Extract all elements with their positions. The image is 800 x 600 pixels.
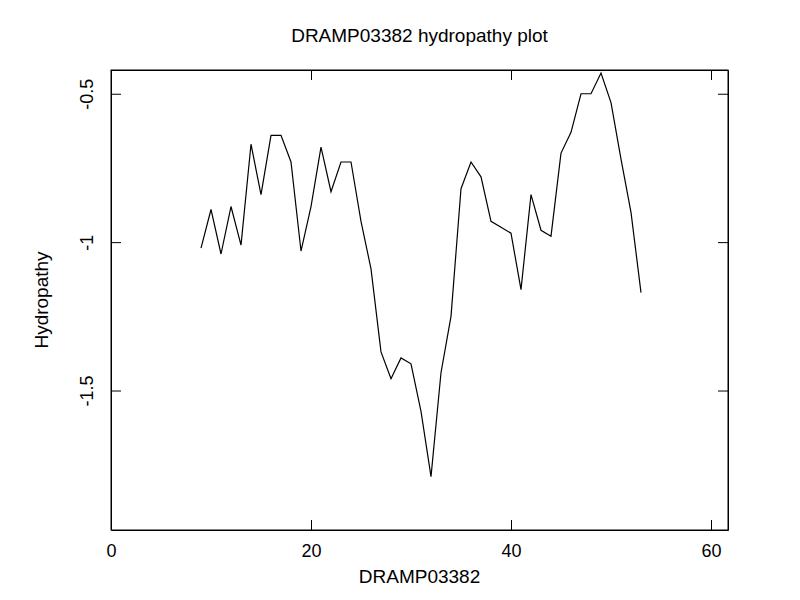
y-tick-mark-right	[718, 242, 728, 243]
x-tick-mark	[511, 520, 512, 530]
x-tick-top	[711, 70, 712, 80]
x-tick: 20	[301, 520, 321, 561]
x-axis: 0 20 40 60	[106, 520, 728, 561]
y-tick-label: -1.5	[77, 376, 97, 407]
x-tick-mark	[711, 520, 712, 530]
y-tick-mark-right	[718, 94, 728, 95]
x-axis-line	[112, 530, 729, 531]
y-axis-right-line	[728, 71, 729, 531]
y-tick-label: -1	[77, 235, 97, 251]
y-tick-mark	[111, 94, 121, 95]
y-axis-right	[718, 71, 729, 531]
y-tick-right	[718, 242, 728, 243]
y-axis: -1.5 -1 -0.5	[77, 71, 121, 531]
x-tick: 40	[501, 520, 521, 561]
x-tick-label: 20	[301, 541, 321, 561]
y-tick-right	[718, 391, 728, 392]
x-axis-title: DRAMP03382	[359, 566, 480, 587]
x-tick-label: 60	[701, 541, 721, 561]
x-axis-top-line	[112, 70, 729, 71]
x-tick-mark-top	[711, 70, 712, 80]
y-tick-label: -0.5	[77, 79, 97, 110]
x-tick-label: 0	[106, 541, 116, 561]
y-tick-mark	[111, 242, 121, 243]
x-axis-top	[112, 70, 729, 80]
x-tick: 60	[701, 520, 721, 561]
x-tick-mark	[311, 520, 312, 530]
y-tick-right	[718, 94, 728, 95]
y-tick: -1.5	[77, 376, 121, 407]
x-tick-top	[511, 70, 512, 80]
y-axis-line	[111, 71, 112, 531]
x-tick-top	[311, 70, 312, 80]
y-tick-mark	[111, 391, 121, 392]
x-tick-mark-top	[311, 70, 312, 80]
plot-frame	[111, 70, 728, 530]
y-tick: -0.5	[77, 79, 121, 110]
x-tick-mark-top	[511, 70, 512, 80]
y-axis-title: Hydropathy	[31, 251, 52, 349]
y-tick-mark-right	[718, 391, 728, 392]
chart-svg: 0 20 40 60 -1.5 -1 -0.5 DRAMP03382 hydropathy p…	[0, 0, 800, 600]
chart-container: 0 20 40 60 -1.5 -1 -0.5 DRAMP03382 hydropathy p…	[0, 0, 800, 600]
y-tick: -1	[77, 235, 121, 251]
plot-area	[201, 73, 641, 477]
x-tick-label: 40	[501, 541, 521, 561]
data-line	[201, 73, 641, 477]
chart-title: DRAMP03382 hydropathy plot	[291, 25, 548, 46]
